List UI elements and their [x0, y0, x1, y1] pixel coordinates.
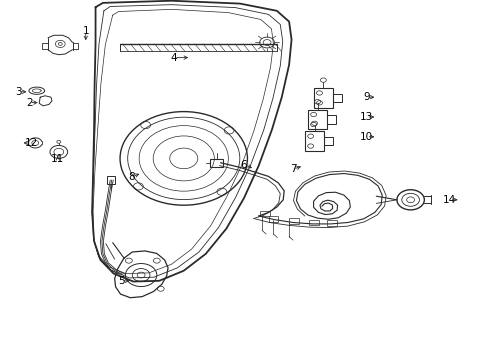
Bar: [327, 115, 336, 124]
Bar: [314, 88, 333, 108]
Text: 12: 12: [25, 138, 39, 148]
Bar: [327, 220, 337, 226]
Bar: [289, 218, 299, 224]
Bar: [210, 159, 223, 167]
Text: 3: 3: [15, 87, 22, 97]
Bar: [305, 131, 324, 151]
Text: 13: 13: [360, 112, 373, 122]
Text: 9: 9: [363, 92, 370, 102]
Text: 1: 1: [82, 26, 89, 36]
Bar: [107, 176, 115, 184]
Bar: [308, 109, 327, 129]
Text: 10: 10: [360, 132, 373, 142]
Text: 2: 2: [26, 98, 33, 108]
Bar: [309, 220, 318, 225]
Bar: [269, 216, 278, 222]
Text: 8: 8: [128, 172, 135, 182]
Text: 4: 4: [171, 53, 177, 63]
Text: 7: 7: [290, 164, 296, 174]
Text: 11: 11: [51, 154, 65, 164]
Bar: [324, 137, 333, 145]
Text: 6: 6: [241, 159, 247, 170]
Bar: [260, 211, 270, 216]
Bar: [333, 94, 342, 102]
Text: 14: 14: [443, 195, 457, 205]
Text: 5: 5: [118, 276, 125, 286]
